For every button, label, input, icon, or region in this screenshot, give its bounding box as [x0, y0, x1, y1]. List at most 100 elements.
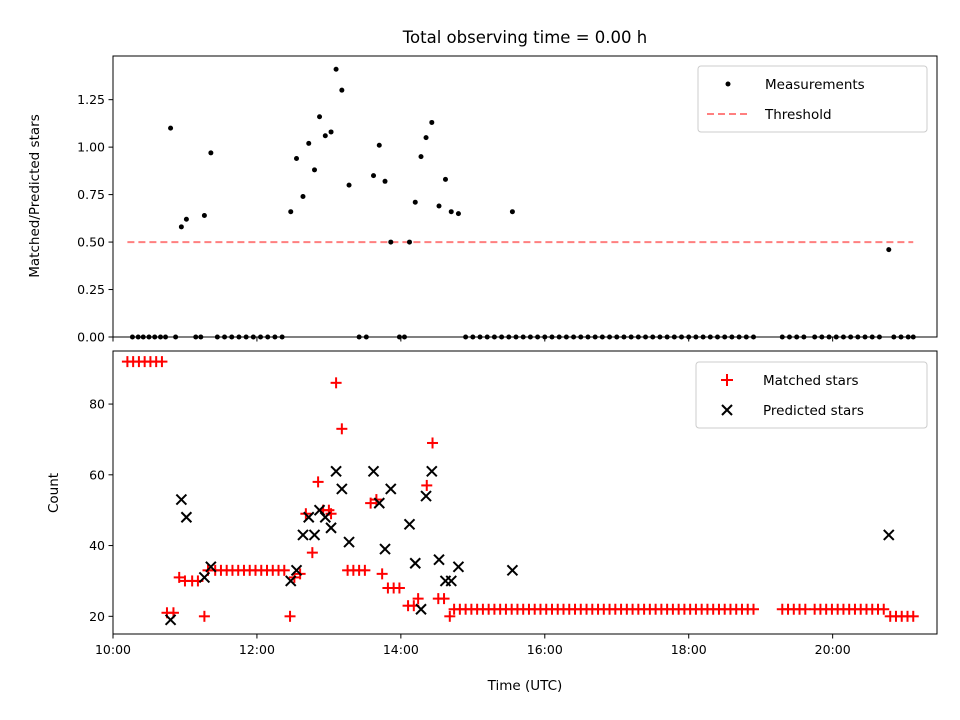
predicted-star-point-b	[403, 518, 416, 531]
top-axes-frame	[112, 55, 938, 338]
predicted-star-point	[325, 522, 337, 534]
predicted-star-point	[433, 554, 445, 566]
predicted-star-point	[385, 483, 397, 495]
measurement-point	[333, 66, 339, 72]
predicted-star-point-b	[445, 575, 457, 587]
matched-star-point	[438, 593, 450, 605]
x-tick-label: 10:00	[95, 642, 131, 657]
top-y-tick-label: 0.75	[77, 187, 105, 202]
predicted-star-point	[308, 529, 321, 541]
bottom-panel: 10:00 12:00 14:00 16:00 18:00 20:00 20 40 60 80 C…	[46, 350, 938, 694]
predicted-star-point	[297, 529, 309, 541]
legend-measurements-marker	[725, 81, 731, 87]
matched-star-point	[907, 610, 919, 622]
matched-star-point	[799, 603, 811, 615]
measurement-point	[328, 129, 334, 135]
matched-star-point	[312, 476, 324, 488]
predicted-star-point	[426, 465, 438, 477]
bottom-y-tick-label: 60	[89, 467, 105, 482]
measurement-point	[312, 167, 318, 173]
predicted-star-point	[367, 465, 380, 477]
measurement-point	[317, 114, 323, 120]
matched-star-point	[412, 593, 424, 605]
predicted-star-point-b	[285, 575, 297, 587]
bottom-y-tick-label: 40	[89, 538, 105, 553]
bottom-data-marks	[121, 356, 919, 626]
x-tick-label: 18:00	[671, 642, 707, 657]
matched-star-point	[330, 377, 342, 389]
predicted-star-point	[420, 490, 432, 502]
measurement-point	[406, 239, 412, 245]
predicted-star-point-b	[198, 571, 211, 584]
predicted-star-point	[403, 518, 416, 531]
bottom-y-axis-label: Count	[46, 473, 62, 513]
measurement-point	[201, 212, 207, 218]
top-y-tick-label: 0.25	[77, 282, 105, 297]
measurement-point	[183, 216, 189, 222]
measurement-point	[436, 203, 442, 209]
predicted-star-point-b	[330, 465, 342, 477]
matched-star-point	[365, 497, 377, 509]
measurement-point	[382, 178, 388, 184]
measurement-point	[300, 194, 306, 199]
predicted-star-point-b	[290, 564, 303, 577]
predicted-star-point	[164, 614, 177, 626]
bottom-axes-frame	[112, 350, 938, 635]
predicted-star-point-b	[313, 504, 326, 516]
predicted-star-point	[319, 511, 332, 523]
top-panel: 0.00 0.25 0.50 0.75 1.00 1.25 Matched/Predict…	[27, 55, 938, 345]
matched-star-point	[156, 356, 168, 368]
measurement-point	[371, 173, 377, 179]
measurement-point	[509, 209, 515, 215]
top-legend: Measurements Threshold	[697, 65, 928, 133]
predicted-star-point	[303, 511, 315, 523]
predicted-star-point	[198, 571, 211, 584]
x-tick-label: 12:00	[239, 642, 275, 657]
top-axis-ticks: 0.00 0.25 0.50 0.75 1.00 1.25	[77, 92, 834, 345]
matched-star-point	[878, 603, 890, 615]
matched-star-point	[198, 610, 210, 622]
measurement-point	[339, 87, 345, 93]
predicted-star-point	[415, 603, 427, 615]
predicted-star-point	[506, 564, 519, 577]
matched-star-point	[427, 437, 439, 449]
predicted-star-point	[409, 557, 421, 569]
matched-star-point	[325, 508, 337, 520]
measurement-point	[208, 150, 214, 156]
matched-star-point	[278, 564, 290, 576]
predicted-star-point-b	[426, 465, 438, 477]
matched-star-point	[444, 610, 456, 622]
matched-star-point	[173, 571, 185, 583]
bottom-legend-box	[695, 361, 928, 429]
predicted-star-point	[290, 564, 303, 577]
measurement-point	[412, 199, 418, 205]
predicted-star-point	[452, 561, 465, 573]
measurement-point	[288, 209, 294, 215]
predicted-star-point	[205, 561, 217, 573]
predicted-star-point	[336, 483, 348, 495]
predicted-star-point	[445, 575, 457, 587]
measurement-point	[388, 239, 394, 245]
measurement-point	[306, 140, 312, 146]
predicted-star-point-b	[506, 564, 519, 577]
predicted-star-point-b	[175, 493, 188, 506]
bottom-y-tick-label: 80	[89, 397, 105, 412]
measurement-point	[168, 125, 174, 131]
predicted-star-point-b	[367, 465, 380, 477]
x-axis-label: Time (UTC)	[487, 678, 563, 694]
predicted-star-point-b	[385, 483, 397, 495]
top-y-tick-label: 0.50	[77, 235, 105, 250]
predicted-star-point	[343, 536, 355, 548]
predicted-star-point-b	[325, 522, 337, 534]
predicted-star-point-b	[409, 557, 421, 569]
predicted-star-point-b	[205, 561, 217, 573]
top-y-tick-label: 1.00	[77, 140, 105, 155]
measurement-point	[346, 182, 352, 188]
legend-threshold-label: Threshold	[764, 107, 832, 123]
matched-star-point	[376, 568, 388, 580]
measurement-point	[442, 176, 448, 182]
predicted-star-point	[883, 529, 895, 541]
matched-star-point	[284, 610, 296, 622]
measurement-point	[429, 119, 435, 125]
